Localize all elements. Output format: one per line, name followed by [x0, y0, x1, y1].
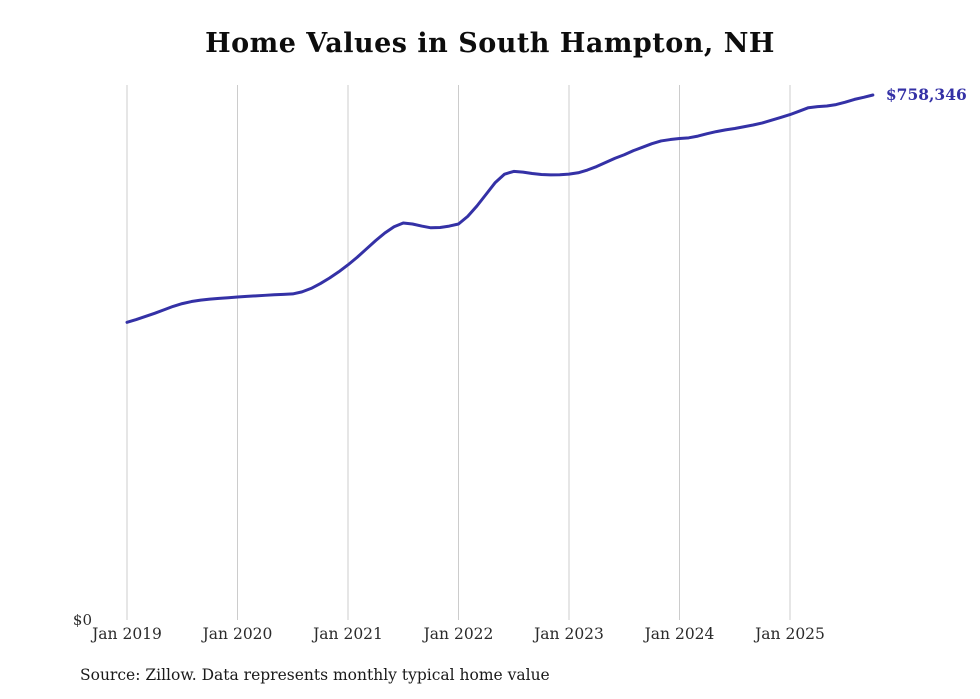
- x-tick-label: Jan 2025: [753, 625, 825, 643]
- source-note: Source: Zillow. Data represents monthly …: [80, 666, 550, 684]
- value-line: [125, 93, 875, 324]
- x-tick-label: Jan 2023: [532, 625, 604, 643]
- x-tick-label: Jan 2022: [422, 625, 494, 643]
- y-origin-label: $0: [73, 611, 92, 629]
- x-tick-label: Jan 2020: [201, 625, 273, 643]
- x-tick-label: Jan 2021: [311, 625, 383, 643]
- x-tick-label: Jan 2019: [90, 625, 162, 643]
- chart-title: Home Values in South Hampton, NH: [205, 28, 775, 59]
- x-tick-label: Jan 2024: [643, 625, 715, 643]
- end-value-label: $758,346: [886, 85, 967, 104]
